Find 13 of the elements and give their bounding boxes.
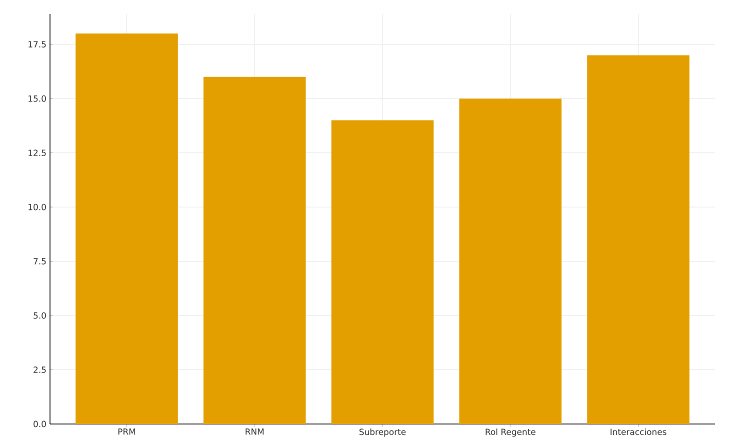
y-tick-label: 17.5 (28, 41, 46, 48)
y-tick-label: 5.0 (34, 312, 46, 319)
x-tick-label: PRM (118, 428, 136, 435)
y-tick-label: 10.0 (28, 204, 46, 210)
y-tick-label: 2.5 (34, 366, 46, 373)
y-tick-label: 0.0 (34, 420, 46, 428)
y-tick-label: 15.0 (28, 95, 46, 102)
x-tick-label: RNM (246, 428, 264, 435)
x-tick-label: Interacciones (610, 428, 666, 436)
y-tick-label: 7.5 (34, 258, 46, 264)
y-tick-label: 12.5 (28, 150, 46, 156)
x-tick-label: Rol Regente (486, 428, 536, 437)
x-tick-label: Subreporte (359, 428, 406, 437)
